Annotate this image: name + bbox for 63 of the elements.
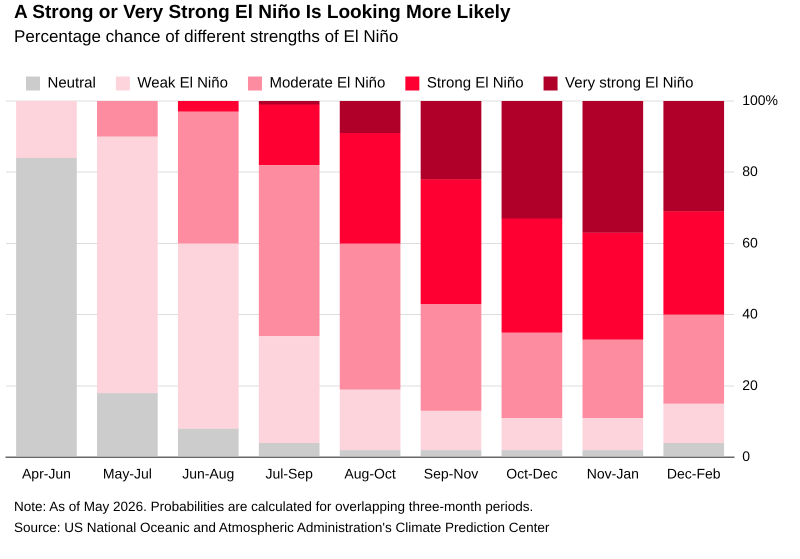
x-tick-label: May-Jul xyxy=(102,465,152,482)
bar xyxy=(502,332,562,418)
x-tick-label: Nov-Jan xyxy=(586,465,639,482)
x-tick-label: Oct-Dec xyxy=(506,465,558,482)
x-tick-label: Apr-Jun xyxy=(22,465,71,482)
bar xyxy=(97,136,158,394)
chart-subtitle: Percentage chance of different strengths of El Niño xyxy=(14,27,398,47)
bar xyxy=(97,393,158,457)
y-tick-label: 0 xyxy=(742,448,750,464)
bar xyxy=(582,450,644,457)
bar xyxy=(258,104,320,166)
bar xyxy=(97,101,158,137)
bar xyxy=(340,243,400,390)
bar xyxy=(178,243,239,429)
bar xyxy=(582,101,644,233)
bar xyxy=(258,101,320,105)
chart-title: A Strong or Very Strong El Niño Is Looking More Likely xyxy=(14,2,511,24)
legend-label: Very strong El Niño xyxy=(565,74,694,92)
legend-label: Moderate El Niño xyxy=(269,74,386,92)
bar xyxy=(502,418,562,450)
bar xyxy=(16,101,77,158)
bar xyxy=(420,410,482,450)
bar xyxy=(582,418,644,450)
legend-label: Strong El Niño xyxy=(426,74,524,92)
bar xyxy=(663,404,724,443)
y-tick-label: 20 xyxy=(742,376,758,393)
y-tick-label: 60 xyxy=(742,234,758,250)
x-tick-label: Aug-Oct xyxy=(344,465,396,482)
y-tick-label: 40 xyxy=(742,306,758,322)
x-tick-label: Sep-Nov xyxy=(424,465,478,482)
bar xyxy=(178,101,239,112)
bar xyxy=(420,304,482,411)
bar xyxy=(663,314,724,404)
bar xyxy=(420,179,482,304)
bar xyxy=(340,133,400,244)
bar xyxy=(663,442,724,457)
bar xyxy=(420,450,482,457)
bar xyxy=(178,428,239,457)
bar xyxy=(663,211,724,315)
bar xyxy=(258,336,320,443)
legend-label: Neutral xyxy=(48,74,96,92)
bar xyxy=(340,450,400,457)
bar xyxy=(258,442,320,457)
bar xyxy=(663,101,724,212)
x-tick-label: Dec-Feb xyxy=(666,465,721,482)
bar xyxy=(582,340,644,418)
text: Note: As of May 2026. Probabilities are calculated for overlapping three-month periods. xyxy=(14,498,534,516)
bar xyxy=(420,101,482,180)
bar xyxy=(502,101,562,219)
bar xyxy=(340,390,400,450)
bar xyxy=(502,450,562,457)
bar xyxy=(258,165,320,336)
bar xyxy=(502,218,562,333)
y-tick-label: 80 xyxy=(742,163,758,180)
legend-label: Weak El Niño xyxy=(137,74,228,92)
bar xyxy=(16,158,77,457)
x-tick-label: Jun-Aug xyxy=(182,465,234,482)
y-tick-label: 100% xyxy=(742,92,778,108)
x-tick-label: Jul-Sep xyxy=(265,465,314,482)
bar xyxy=(340,101,400,134)
bar xyxy=(582,232,644,340)
bar xyxy=(178,112,239,244)
source-note: Source: US National Oceanic and Atmospheric Administration's Climate Prediction Center xyxy=(14,519,550,537)
